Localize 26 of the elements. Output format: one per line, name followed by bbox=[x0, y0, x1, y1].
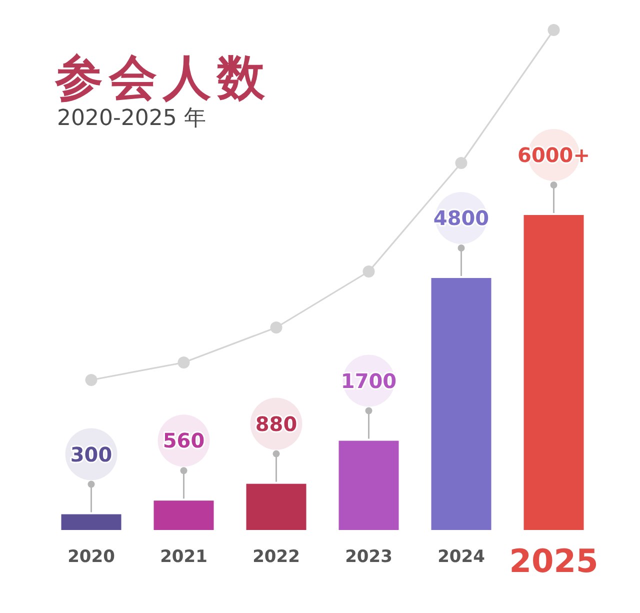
x-tick-label: 2023 bbox=[345, 547, 392, 567]
data-label: 1700 bbox=[340, 368, 397, 393]
data-label: 4800 bbox=[433, 206, 490, 230]
data-label: 560 bbox=[162, 428, 205, 453]
x-tick-label: 2022 bbox=[252, 547, 300, 567]
chart-subtitle: 2020-2025 年 bbox=[57, 106, 206, 131]
point bbox=[455, 157, 468, 169]
point bbox=[362, 266, 375, 278]
point bbox=[548, 24, 560, 36]
data-label: 300 bbox=[70, 442, 112, 466]
data-label: 6000+ bbox=[518, 143, 590, 167]
data-label: 880 bbox=[255, 412, 298, 436]
point bbox=[85, 374, 98, 386]
point bbox=[178, 356, 190, 368]
bar bbox=[431, 278, 492, 530]
x-tick-label: 2021 bbox=[160, 547, 208, 567]
point bbox=[270, 322, 282, 334]
bar bbox=[246, 484, 306, 530]
bar bbox=[338, 440, 399, 530]
x-tick-label: 2025 bbox=[509, 542, 598, 580]
bar bbox=[524, 215, 584, 530]
chart-title: 参会人数 bbox=[54, 50, 271, 106]
bar bbox=[61, 514, 122, 530]
x-tick-label: 2020 bbox=[68, 547, 116, 567]
bar bbox=[154, 500, 214, 530]
x-tick-label: 2024 bbox=[438, 547, 486, 567]
